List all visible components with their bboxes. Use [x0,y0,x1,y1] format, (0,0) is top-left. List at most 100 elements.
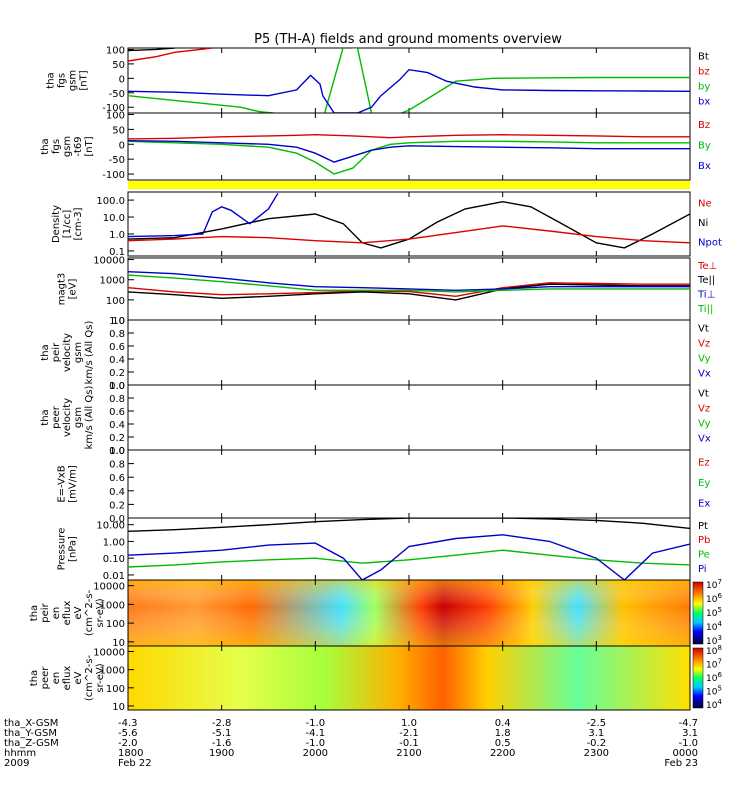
series-pres_Pi [128,534,690,580]
density-frame [127,191,691,257]
ephem-value: 1.8 [495,728,511,739]
peir_spec-ylabel: eV [73,606,84,619]
density-ytick-label: 100.0 [96,196,125,207]
peir_velocity-legend-Vt: Vt [698,323,709,334]
ephem-value: -4.3 [118,718,138,729]
series-fgs2_Bx [128,140,690,163]
density-ylabel: [cm-3] [73,207,84,240]
peer_spec-colorbar-label: 106 [706,671,722,684]
peer_velocity-ytick-label: 1.0 [109,381,125,392]
ephem-label: tha_Z-GSM [4,738,59,749]
peir_spec-ylabel: peir [40,602,51,622]
peir_velocity-ylabel: gsm [73,342,84,363]
density-ytick-label: 0.1 [109,247,125,258]
efield-legend-Ez: Ez [698,457,710,468]
ephem-value: 2300 [584,748,609,759]
peer_velocity-ylabel: gsm [73,407,84,428]
panel-pressure: 10.00 1.00 0.10 0.01 Pressure [nPa] Pt Pb Pe Pi [57,517,710,582]
efield-frame [127,449,691,519]
temperature-legend-Te⊥: Te⊥ [697,261,717,272]
ephem-label: 2009 [4,758,29,769]
peir_velocity-frame [127,319,691,386]
ephem-value: -1.0 [306,738,326,749]
efield-legend-Ey: Ey [698,478,710,489]
ephem-value: 2100 [396,748,421,759]
efield-ylabel: E=-VxB [57,465,68,502]
ephem-value: 0000 [673,748,698,759]
peir_velocity-ytick-label: 0.2 [109,368,125,379]
peir_spec-colorbar [692,581,704,645]
temperature-ylabel: magt3 [57,273,68,306]
peir_spec-colorbar-label: 104 [706,620,722,633]
fgs-frame [127,47,691,114]
fgs_sm-ytick-label: 0 [119,140,125,151]
ephem-value: 1.0 [401,718,417,729]
pressure-legend-Pb: Pb [698,535,710,546]
peer_spec-ytick-label: 1000 [100,666,125,677]
peir_velocity-ylabel: peir [51,342,62,362]
ephem-value: 2200 [490,748,515,759]
fgs-legend-bz: bz [698,66,710,77]
peir_velocity-ylabel: velocity [62,333,73,372]
ephem-value: Feb 22 [118,758,152,769]
panel-fgs_sm: 100 50 0 -50 -100 tha fgs gsm -t69 [nT] Bz By Bx [40,110,711,181]
ephem-value: -2.5 [587,718,607,729]
pressure-ytick-label: 1.00 [103,537,125,548]
temperature-ylabel: [eV] [68,279,79,300]
temperature-ytick-label: 100 [106,296,125,307]
density-ytick-label: 10.0 [103,213,125,224]
fgs-ytick-label: 50 [112,60,125,71]
panel-fgs: 100 50 0 -50 -100 tha fgs gsm [nT] Bt bz by bx [46,45,711,114]
peer_velocity-legend-Vx: Vx [698,434,711,445]
peer_spec-ytick-label: 10 [112,702,125,713]
series-pres_Pt [128,518,690,532]
fgs_sm-ylabel: gsm [62,136,73,157]
peer_spec-colorbar-label: 105 [706,685,722,698]
pressure-ytick-label: 0.10 [103,554,125,565]
ephem-value: 2000 [303,748,328,759]
peir_spec-ylabel: en [51,607,62,620]
ephem-value: Feb 23 [664,758,698,769]
fgs-ylabel: [nT] [79,70,90,90]
ephem-value: 1800 [118,748,143,759]
pressure-ytick-label: 0.01 [103,571,125,582]
ephem-value: 3.1 [682,728,698,739]
fgs_sm-legend-By: By [698,141,711,152]
fgs_sm-ytick-label: 50 [112,125,125,136]
pressure-ylabel: [nPa] [68,536,79,562]
panel-density: 100.0 10.0 1.0 0.1 Density [1/cc] [cm-3] Ne Ni Np… [51,191,722,258]
temperature-legend-Te||: Te|| [697,275,715,286]
peir_velocity-ytick-label: 0.4 [109,355,125,366]
temperature-legend-Ti||: Ti|| [697,304,713,315]
peer_spec-heatmap [128,646,690,710]
ephem-value: -0.2 [587,738,607,749]
peer_spec-ylabel: en [51,672,62,685]
fgs_sm-ylabel: fgs [51,139,62,154]
fgs_sm-ytick-label: -100 [102,170,125,181]
pressure-ytick-label: 10.00 [96,521,125,532]
peer_velocity-ytick-label: 0.4 [109,420,125,431]
pressure-legend-Pe: Pe [698,550,710,561]
ephem-value: 1900 [209,748,234,759]
peer_velocity-ytick-label: 0.0 [109,446,125,457]
peer_velocity-legend-Vt: Vt [698,388,709,399]
pressure-legend-Pt: Pt [698,521,708,532]
peir_velocity-legend-Vy: Vy [698,354,711,365]
ephem-value: -1.0 [678,738,698,749]
ephem-label: tha_Y-GSM [4,728,57,739]
fgs_sm-legend-Bz: Bz [698,120,710,131]
peer_spec-ytick-label: 10000 [93,647,125,658]
temperature-legend-Ti⊥: Ti⊥ [697,290,715,301]
fgs-ytick-label: -100 [102,103,125,114]
efield-ylabel: [mV/m] [68,465,79,503]
pressure-ylabel: Pressure [57,528,68,571]
peer_velocity-legend-Vz: Vz [698,403,710,414]
peir_spec-colorbar-label: 106 [706,592,722,605]
peir_spec-ylabel: eflux [62,601,73,626]
density-ylabel: Density [51,205,62,243]
peir_velocity-legend-Vx: Vx [698,369,711,380]
series-dens_Ni [128,200,690,249]
ephem-label: hhmm [4,748,36,759]
peir_velocity-ylabel: km/s (All Qs) [84,321,95,385]
